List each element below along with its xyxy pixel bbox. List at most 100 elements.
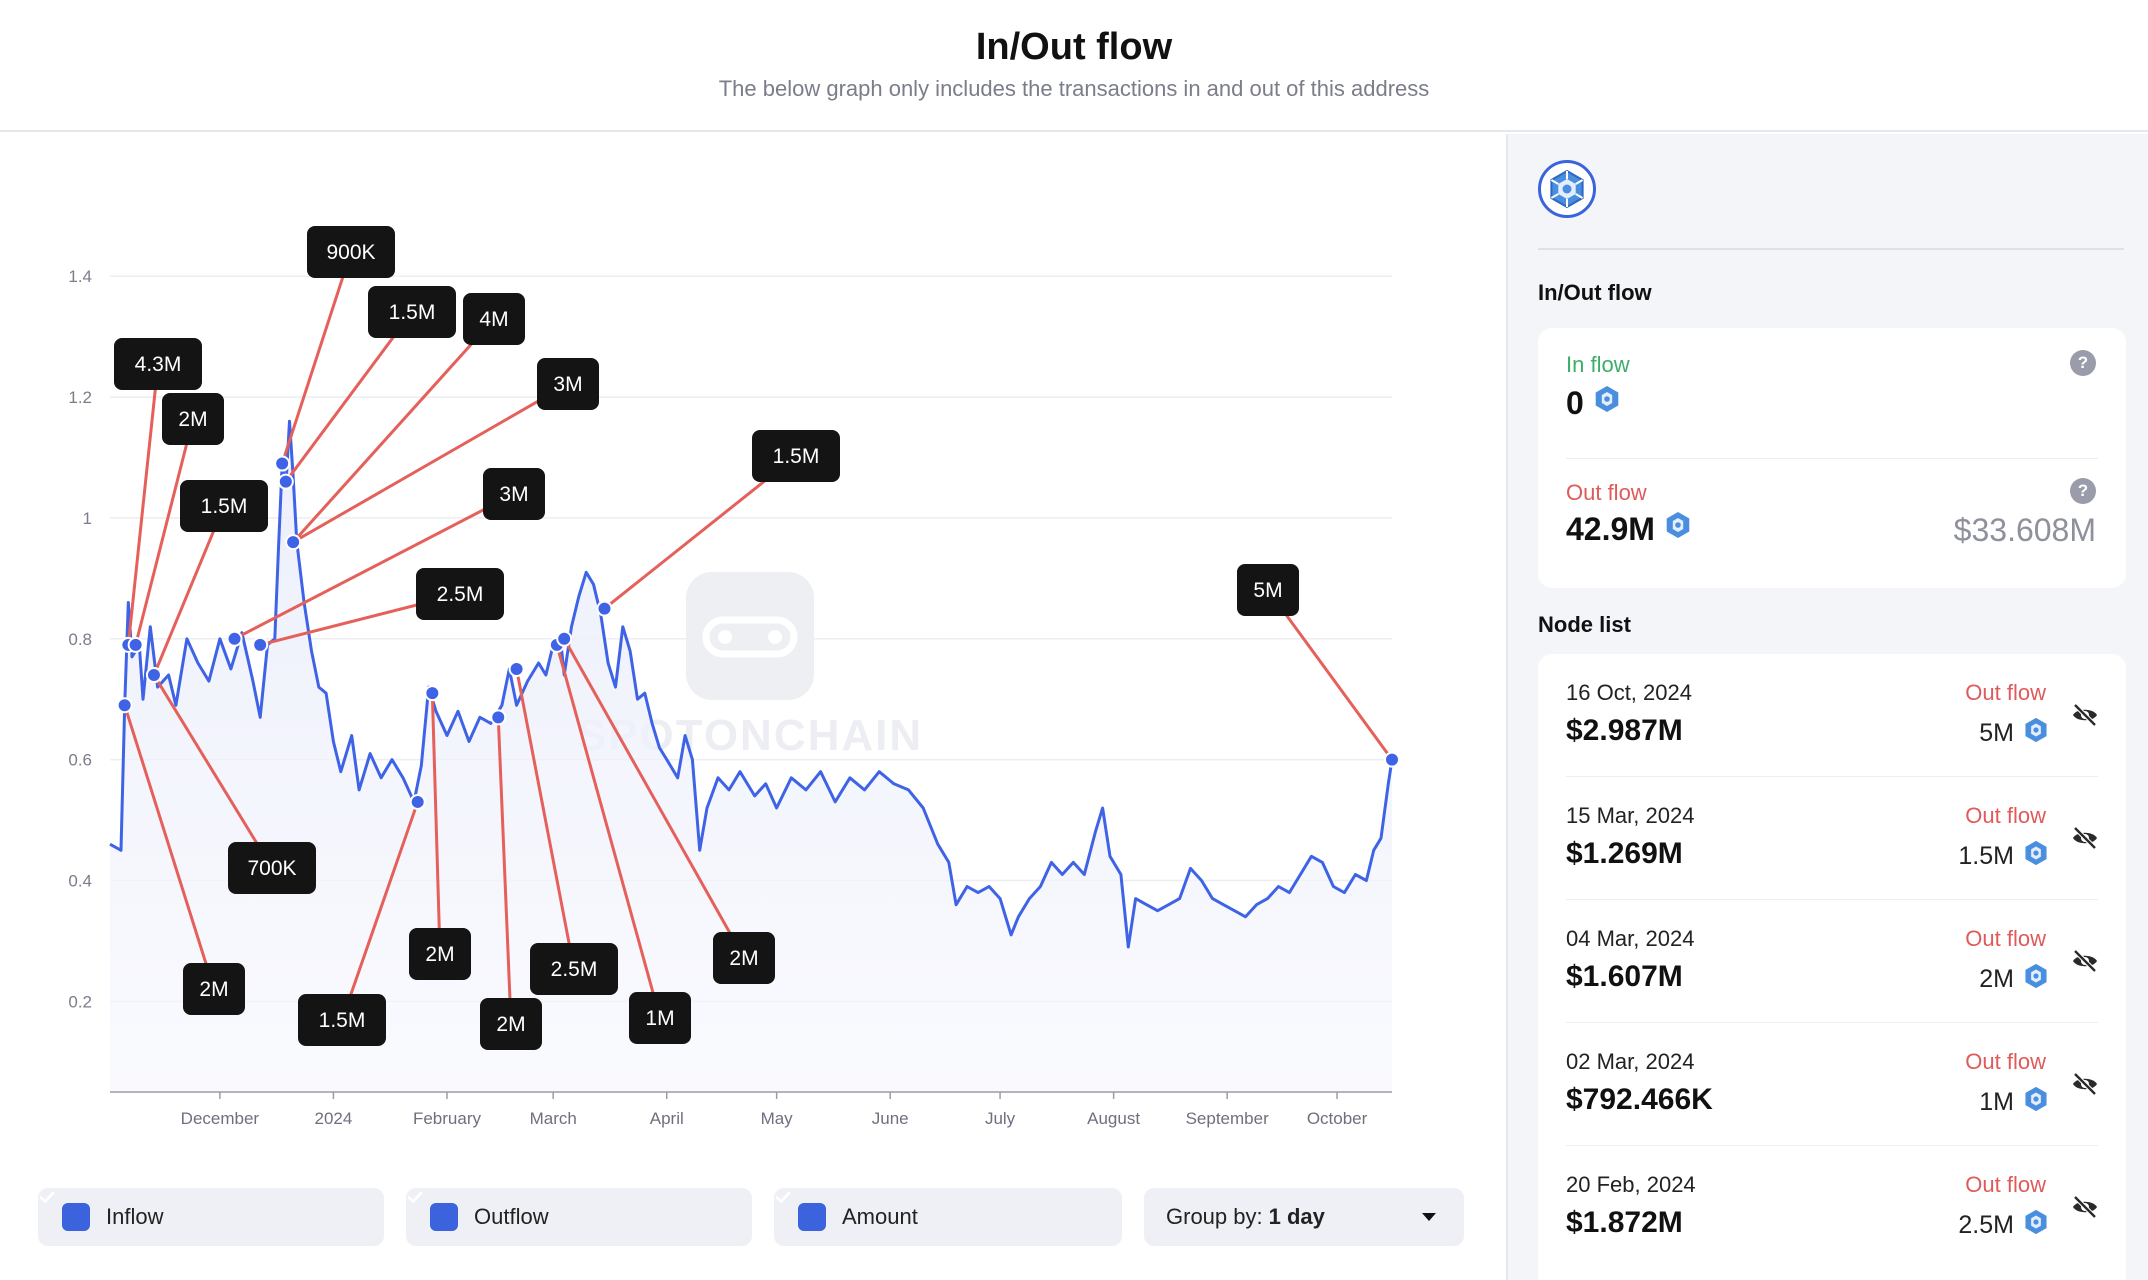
amount-toggle-label: Amount <box>842 1204 918 1229</box>
sidebar: In/Out flow In flow ? 0 Out flow ? 42.9M… <box>1506 134 2148 1280</box>
card-separator <box>1566 458 2098 459</box>
annotation-badge <box>629 992 691 1044</box>
annotation-badge <box>183 963 245 1015</box>
annotation-badge <box>368 286 456 338</box>
annotation-point <box>556 630 573 647</box>
x-tick-label: December <box>181 1109 260 1128</box>
node-list-item[interactable]: 20 Feb, 2024 $1.872M Out flow 2.5M <box>1538 1146 2126 1269</box>
node-list-item[interactable]: 16 Oct, 2024 $2.987M Out flow 5M <box>1538 654 2126 777</box>
node-list-item[interactable]: 15 Mar, 2024 $1.269M Out flow 1.5M <box>1538 777 2126 900</box>
x-tick-label: April <box>650 1109 684 1128</box>
node-date: 02 Mar, 2024 <box>1566 1049 1695 1074</box>
help-icon[interactable]: ? <box>2070 350 2096 376</box>
annotation-label: 2M <box>496 1013 525 1036</box>
node-list: 16 Oct, 2024 $2.987M Out flow 5M 15 Mar, 202… <box>1538 654 2126 1280</box>
annotation-label: 3M <box>553 373 582 396</box>
node-list-item[interactable]: 04 Mar, 2024 $1.607M Out flow 2M <box>1538 900 2126 1023</box>
eye-off-icon[interactable] <box>2070 700 2100 730</box>
annotation-label: 2M <box>729 947 758 970</box>
outflow-toggle-label: Outflow <box>474 1204 549 1229</box>
checkbox-checked-icon[interactable] <box>775 1191 826 1231</box>
page-subtitle: The below graph only includes the transa… <box>718 76 1430 101</box>
annotation-badge <box>307 226 395 278</box>
chart-axes: 1.4 1.2 1 0.8 0.6 0.4 0.2 December 2024 February M… <box>68 267 1392 1128</box>
annotation-connector <box>152 505 226 676</box>
node-date: 04 Mar, 2024 <box>1566 926 1695 951</box>
eye-off-icon[interactable] <box>2070 1192 2100 1222</box>
annotation-badge <box>114 338 202 390</box>
node-token-amount: 2M <box>1979 962 2050 997</box>
y-tick-label: 0.4 <box>68 872 92 891</box>
watermark-logo-dot <box>718 630 732 644</box>
row-separator <box>1566 1022 2098 1023</box>
y-tick-label: 0.6 <box>68 751 92 770</box>
token-icon <box>2022 1208 2050 1243</box>
y-tick-label: 1 <box>83 509 92 528</box>
checkbox-checked-icon[interactable] <box>407 1191 458 1231</box>
annotation-connector <box>280 251 353 465</box>
group-by-select[interactable]: Group by: 1 day <box>1144 1188 1464 1246</box>
x-tick-label: February <box>413 1109 482 1128</box>
annotation-badge <box>298 994 386 1046</box>
x-tick-label: March <box>530 1109 577 1128</box>
page-title: In/Out flow <box>975 26 1173 68</box>
annotation-point <box>277 473 294 490</box>
node-date: 16 Oct, 2024 <box>1566 680 1692 705</box>
inout-flow-section-title: In/Out flow <box>1538 280 1652 305</box>
group-by-value: 1 day <box>1268 1204 1325 1229</box>
chart-area-fill <box>110 421 1392 1092</box>
x-tick-label: September <box>1186 1109 1269 1128</box>
node-token-amount: 5M <box>1979 716 2050 751</box>
row-separator <box>1566 776 2098 777</box>
eye-off-icon[interactable] <box>2070 1069 2100 1099</box>
node-list-item[interactable]: 02 Mar, 2024 $792.466K Out flow 1M <box>1538 1023 2126 1146</box>
annotation-point <box>274 455 291 472</box>
watermark-logo-mark <box>702 616 798 658</box>
annotation-badge <box>480 998 542 1050</box>
annotation-connector <box>1266 589 1394 761</box>
annotation-point <box>1384 751 1400 768</box>
annotation-label: 2.5M <box>437 583 484 606</box>
outflow-toggle[interactable]: Outflow <box>406 1188 752 1246</box>
inflow-toggle-label: Inflow <box>106 1204 164 1229</box>
help-icon[interactable]: ? <box>2070 478 2096 504</box>
annotation-connector <box>284 311 414 483</box>
eye-off-icon[interactable] <box>2070 823 2100 853</box>
x-tick-label: July <box>985 1109 1016 1128</box>
annotation-point <box>285 534 302 551</box>
annotation-badge <box>409 928 471 980</box>
watermark-logo-icon <box>686 572 814 700</box>
watermark-logo-dot <box>768 630 782 644</box>
annotation-label: 4.3M <box>135 353 182 376</box>
inflow-value: 0 <box>1566 384 1622 422</box>
annotation-label: 2M <box>178 408 207 431</box>
node-amount: 2.5M <box>1958 1211 2014 1239</box>
annotation-label: 900K <box>326 241 375 264</box>
x-tick-label: June <box>872 1109 909 1128</box>
annotation-point <box>409 793 426 810</box>
annotation-connector <box>430 693 442 955</box>
area-fill <box>110 421 1392 1092</box>
annotation-badge <box>228 842 316 894</box>
checkbox-checked-icon[interactable] <box>39 1191 90 1231</box>
node-direction: Out flow <box>1965 803 2046 828</box>
node-amount: 5M <box>1979 719 2014 747</box>
node-direction: Out flow <box>1965 1172 2046 1197</box>
outflow-value: 42.9M <box>1566 510 1693 548</box>
annotation-connector <box>134 418 195 646</box>
annotation-label: 4M <box>479 308 508 331</box>
annotation-label: 1.5M <box>201 495 248 518</box>
caret-down-icon <box>1422 1213 1436 1221</box>
annotation-label: 1.5M <box>773 445 820 468</box>
node-direction: Out flow <box>1965 1049 2046 1074</box>
flow-summary-card: In flow ? 0 Out flow ? 42.9M $33.608M <box>1538 328 2126 588</box>
annotation-badge <box>1237 564 1299 616</box>
row-separator <box>1566 1145 2098 1146</box>
node-usd-value: $1.872M <box>1566 1206 1683 1239</box>
annotation-point <box>127 636 144 653</box>
node-date: 15 Mar, 2024 <box>1566 803 1695 828</box>
eye-off-icon[interactable] <box>2070 946 2100 976</box>
inflow-toggle[interactable]: Inflow <box>38 1188 384 1246</box>
amount-toggle[interactable]: Amount <box>774 1188 1122 1246</box>
